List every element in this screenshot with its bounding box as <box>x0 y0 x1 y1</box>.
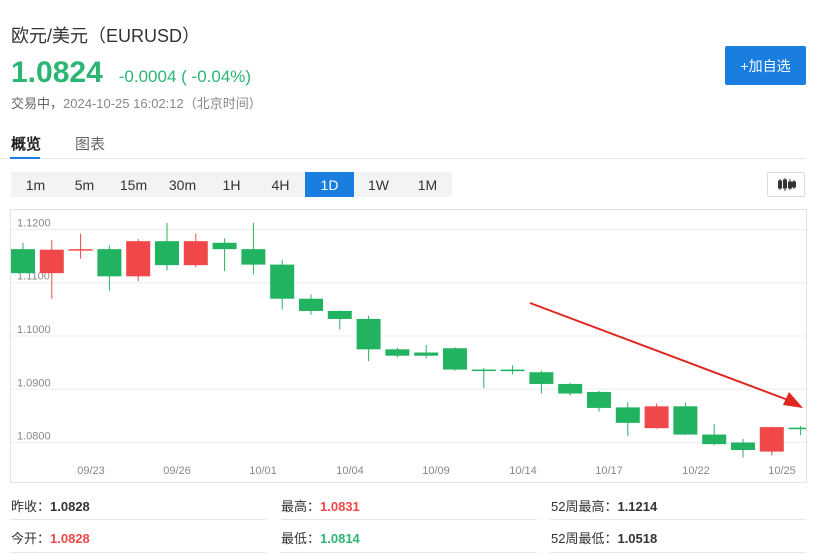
current-price: 1.0824 <box>11 56 103 89</box>
divider <box>550 519 806 520</box>
stat-value: 1.0518 <box>617 531 658 546</box>
candle-body <box>270 264 295 299</box>
stat-value: 1.1214 <box>617 499 658 514</box>
candle-body <box>11 249 35 274</box>
candle-body <box>673 406 698 435</box>
stat-label: 最高： <box>281 499 321 514</box>
tab-chart[interactable]: 图表 <box>75 136 106 153</box>
stat-value: 1.0814 <box>320 531 360 546</box>
stat-value: 1.0828 <box>50 499 90 514</box>
divider <box>550 552 806 553</box>
candle-body <box>443 348 467 370</box>
divider <box>281 519 537 520</box>
candle-body <box>644 406 669 429</box>
divider <box>281 552 537 553</box>
trading-status: 交易中，2024-10-25 16:02:12（北京时间） <box>11 93 262 112</box>
period-1d[interactable]: 1D <box>305 172 354 197</box>
candle-body <box>731 442 755 451</box>
y-tick-label: 1.1100 <box>17 271 50 283</box>
trend-arrow-head <box>783 392 803 408</box>
y-tick-label: 1.1200 <box>17 217 51 229</box>
candle-body <box>702 434 727 445</box>
stat-low-52w: 52周最低：1.0518 <box>551 528 657 547</box>
y-tick-label: 1.0900 <box>17 377 51 389</box>
candle-body <box>97 249 122 277</box>
price-change: -0.0004 ( -0.04%) <box>118 67 252 86</box>
candle-body <box>183 241 208 266</box>
candle-body <box>788 427 806 430</box>
candlestick-chart: 1.1200 1.1100 1.1000 1.0900 1.0800 09/23 09/26… <box>11 217 806 477</box>
candle-body <box>471 369 496 372</box>
stat-high: 最高：1.0831 <box>281 496 360 515</box>
candle-body <box>39 249 64 274</box>
stat-open: 今开：1.0828 <box>11 528 90 547</box>
period-1h[interactable]: 1H <box>222 176 241 193</box>
stat-label: 今开： <box>11 531 51 546</box>
y-tick-label: 1.1000 <box>17 324 51 336</box>
x-tick-label: 10/04 <box>336 465 364 477</box>
x-tick-label: 09/23 <box>77 465 105 477</box>
period-15m[interactable]: 15m <box>119 176 148 193</box>
price-chart[interactable]: 1.1200 1.1100 1.1000 1.0900 1.0800 09/23 09/26… <box>10 209 807 483</box>
candle-body <box>155 241 179 266</box>
stat-label: 52周最高： <box>551 499 618 514</box>
period-1w[interactable]: 1W <box>368 176 389 193</box>
stat-label: 昨收： <box>11 499 51 514</box>
stat-low: 最低：1.0814 <box>281 528 360 547</box>
stat-value: 1.0828 <box>50 531 90 546</box>
x-tick-label: 10/01 <box>249 465 277 477</box>
x-tick-label: 09/26 <box>163 465 191 477</box>
stat-prev-close: 昨收：1.0828 <box>11 496 90 515</box>
candle-body <box>759 427 784 452</box>
candle-body <box>299 298 323 311</box>
quote-row: 1.0824 -0.0004 ( -0.04%) <box>11 56 251 90</box>
tab-overview[interactable]: 概览 <box>11 136 42 153</box>
period-5m[interactable]: 5m <box>74 176 95 193</box>
candle-body <box>529 372 554 384</box>
x-tick-label: 10/25 <box>768 465 796 477</box>
chart-type-button[interactable] <box>767 172 805 197</box>
candle-body <box>385 349 410 356</box>
stat-label: 52周最低： <box>551 531 618 546</box>
x-tick-label: 10/22 <box>682 465 710 477</box>
x-tick-label: 10/14 <box>509 465 537 477</box>
candle-body <box>500 369 525 372</box>
candle-body <box>327 310 352 319</box>
period-4h[interactable]: 4H <box>271 176 290 193</box>
candle-body <box>558 383 583 394</box>
candle-body <box>241 249 266 265</box>
period-1mo[interactable]: 1M <box>417 176 438 193</box>
stat-high-52w: 52周最高：1.1214 <box>551 496 657 515</box>
divider <box>10 552 266 553</box>
candle-body <box>587 391 611 408</box>
candle-body <box>356 318 381 350</box>
tab-bar: 概览 图表 <box>0 126 806 159</box>
x-tick-label: 10/09 <box>422 465 450 477</box>
x-tick-label: 10/17 <box>595 465 623 477</box>
add-watchlist-button[interactable]: +加自选 <box>725 46 806 85</box>
period-selector: 1m 5m 15m 30m 1H 4H 1D 1W 1M <box>11 172 452 197</box>
candle-body <box>212 242 237 250</box>
candle-body <box>68 249 93 251</box>
period-30m[interactable]: 30m <box>168 176 197 193</box>
trend-arrow-line <box>529 302 797 404</box>
page-title: 欧元/美元（EURUSD） <box>11 26 201 46</box>
candle-body <box>615 407 640 423</box>
stat-value: 1.0831 <box>320 499 360 514</box>
candlestick-icon <box>778 178 796 191</box>
stat-label: 最低： <box>281 531 321 546</box>
divider <box>10 519 266 520</box>
period-1m[interactable]: 1m <box>25 176 46 193</box>
candle-body <box>126 241 151 277</box>
active-tab-indicator <box>10 157 40 159</box>
timestamp: 2024-10-25 16:02:12（北京时间） <box>63 96 262 111</box>
candle-body <box>414 352 439 356</box>
y-tick-label: 1.0800 <box>17 431 51 443</box>
status-label: 交易中， <box>11 96 64 111</box>
